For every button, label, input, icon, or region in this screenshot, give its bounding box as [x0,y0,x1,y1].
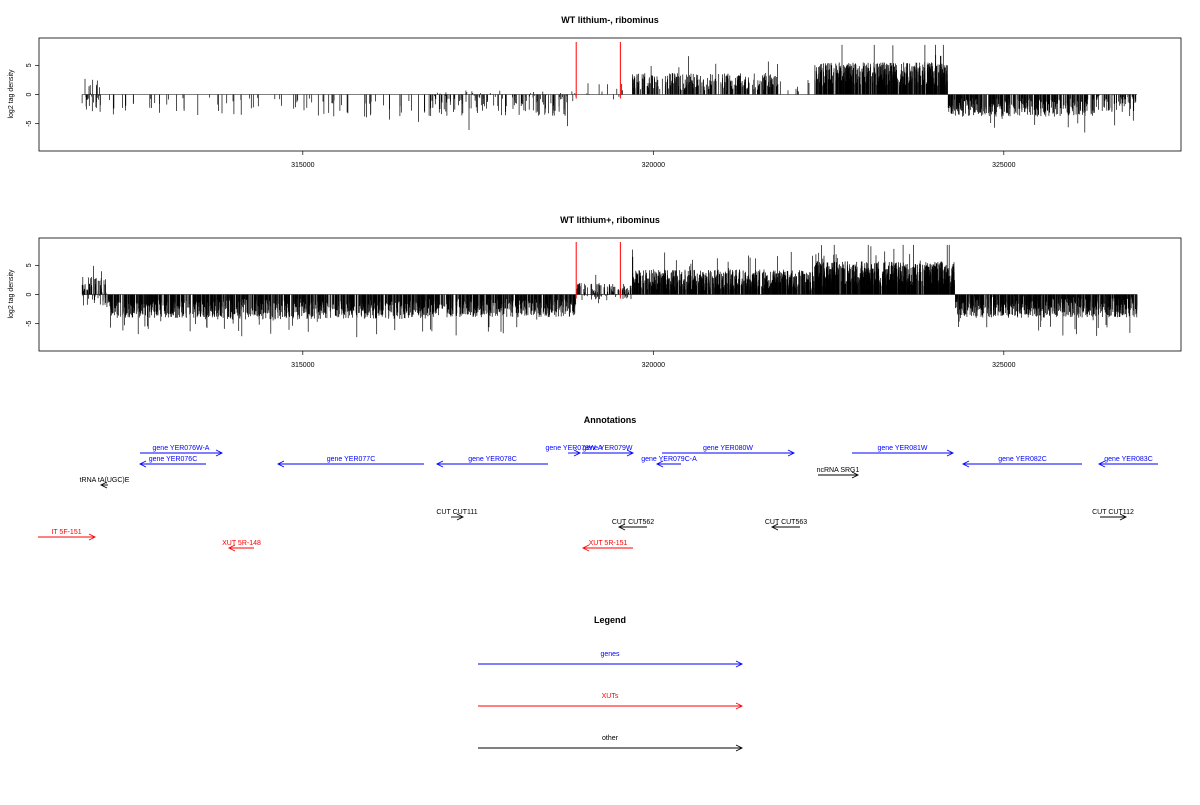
y-axis-label: log2 tag density [8,269,15,319]
y-tick-label: 0 [26,92,33,96]
x-tick-label: 325000 [992,162,1015,169]
x-tick-label: 320000 [642,162,665,169]
chart-panel-lithium-plus: WT lithium+, ribominus log2 tag density … [8,215,1181,369]
chart-panel-lithium-minus: WT lithium-, ribominus log2 tag density … [8,15,1181,169]
bar-series [82,45,1137,133]
marker-lines [576,42,620,99]
y-axis-label: log2 tag density [8,69,15,119]
x-axis: 315000 320000 325000 [291,151,1015,169]
chart-title: WT lithium+, ribominus [560,215,660,225]
bar-series [82,245,1137,337]
x-tick-label: 315000 [291,162,314,169]
chart-title: WT lithium-, ribominus [561,15,659,25]
y-axis: -5 0 5 [26,63,39,126]
y-tick-label: 5 [26,63,33,67]
y-tick-label: -5 [26,120,33,126]
